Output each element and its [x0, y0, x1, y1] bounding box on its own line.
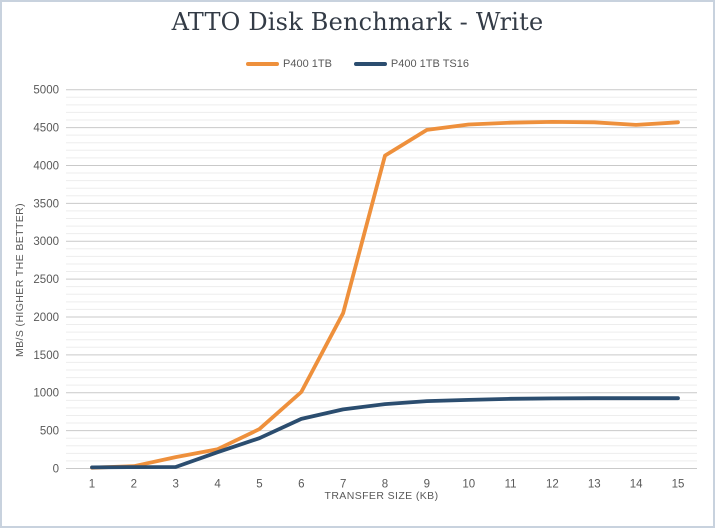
legend: P400 1TB P400 1TB TS16: [0, 58, 715, 70]
y-axis-title: MB/S (HIGHER THE BETTER): [14, 202, 26, 358]
legend-label: P400 1TB TS16: [390, 58, 469, 70]
x-tick-label: 4: [214, 479, 221, 491]
x-tick-label: 3: [173, 479, 179, 491]
y-tick-label: 2000: [33, 312, 59, 324]
y-tick-label: 0: [53, 464, 59, 476]
y-tick-label: 3000: [33, 236, 59, 248]
x-tick-label: 8: [382, 479, 388, 491]
y-tick-label: 1500: [33, 350, 59, 362]
x-tick-label: 14: [630, 479, 643, 491]
y-axis-tick-labels: 0 500 1000 1500 2000 2500 3000 3500 4000 4500 5000: [33, 85, 59, 476]
x-tick-label: 1: [89, 479, 95, 491]
x-tick-label: 6: [298, 479, 304, 491]
series-line-p400-1tb: [90, 120, 680, 470]
x-tick-label: 12: [546, 479, 559, 491]
x-tick-label: 5: [256, 479, 262, 491]
x-tick-label: 11: [505, 479, 517, 491]
legend-label: P400 1TB: [283, 58, 332, 70]
y-tick-label: 4000: [33, 160, 59, 172]
y-tick-label: 500: [40, 426, 59, 438]
legend-item-p400-1tb-ts16: P400 1TB TS16: [353, 58, 469, 70]
x-tick-label: 15: [672, 479, 685, 491]
x-tick-label: 13: [588, 479, 601, 491]
y-tick-label: 3500: [33, 198, 59, 210]
legend-item-p400-1tb: P400 1TB: [246, 58, 332, 70]
y-tick-label: 1000: [33, 388, 59, 400]
x-axis-tick-labels: 1 2 3 4 5 6 7 8 9 10 11 12 13 14 15: [89, 479, 685, 491]
x-axis-title: TRANSFER SIZE (KB): [324, 490, 439, 502]
x-tick-label: 2: [131, 479, 137, 491]
y-tick-label: 2500: [33, 274, 59, 286]
y-tick-label: 4500: [33, 123, 59, 135]
x-tick-label: 10: [462, 479, 475, 491]
series-line-p400-1tb-ts16: [90, 396, 680, 470]
x-tick-label: 9: [424, 479, 430, 491]
legend-swatch-icon: [353, 61, 387, 67]
minor-gridlines: [66, 96, 697, 462]
y-tick-label: 5000: [33, 85, 59, 97]
x-tick-label: 7: [340, 479, 346, 491]
legend-swatch-icon: [246, 61, 279, 67]
chart-title: ATTO Disk Benchmark - Write: [171, 8, 544, 36]
major-gridlines: [66, 89, 697, 469]
